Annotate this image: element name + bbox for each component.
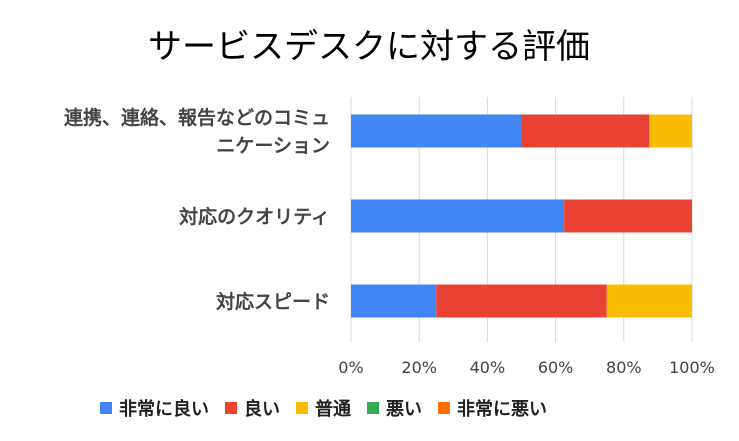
x-axis-ticks: 0% 20% 40% 60% 80% 100% [338,358,715,377]
bar-0-2 [649,114,692,148]
bar-1-1 [564,199,692,233]
bar-1-0 [351,199,565,233]
category-label-0-0: 連携、連絡、報告などのコミュ [64,106,330,129]
x-tick-label-1: 20% [401,358,437,377]
bar-0-1 [521,114,650,148]
legend-label-3: 悪い [386,399,422,420]
legend-swatch-2 [296,402,308,414]
legend-swatch-3 [367,402,379,414]
legend-label-0: 非常に良い [119,398,209,420]
legend-label-2: 普通 [315,398,351,420]
x-tick-label-3: 60% [538,358,574,377]
bar-2-1 [436,284,607,318]
x-tick-label-0: 0% [338,358,363,377]
category-label-1-0: 対応のクオリティ [178,205,330,228]
bars [351,114,692,318]
legend-label-4: 非常に悪い [457,398,547,420]
legend-swatch-1 [225,402,237,414]
x-tick-label-2: 40% [470,358,506,377]
bar-2-2 [606,284,692,318]
bar-2-0 [351,284,437,318]
category-label-2-0: 対応スピード [215,290,330,313]
category-label-0-1: ニケーション [216,135,330,157]
legend-swatch-4 [438,402,450,414]
legend-swatch-0 [100,402,112,414]
x-tick-label-4: 80% [606,358,642,377]
legend-label-1: 良い [244,398,280,420]
legend: 非常に良い 良い 普通 悪い 非常に悪い [100,398,547,420]
bar-0-0 [351,114,522,148]
chart-title: サービスデスクに対する評価 [148,27,590,67]
x-tick-label-5: 100% [669,358,715,377]
